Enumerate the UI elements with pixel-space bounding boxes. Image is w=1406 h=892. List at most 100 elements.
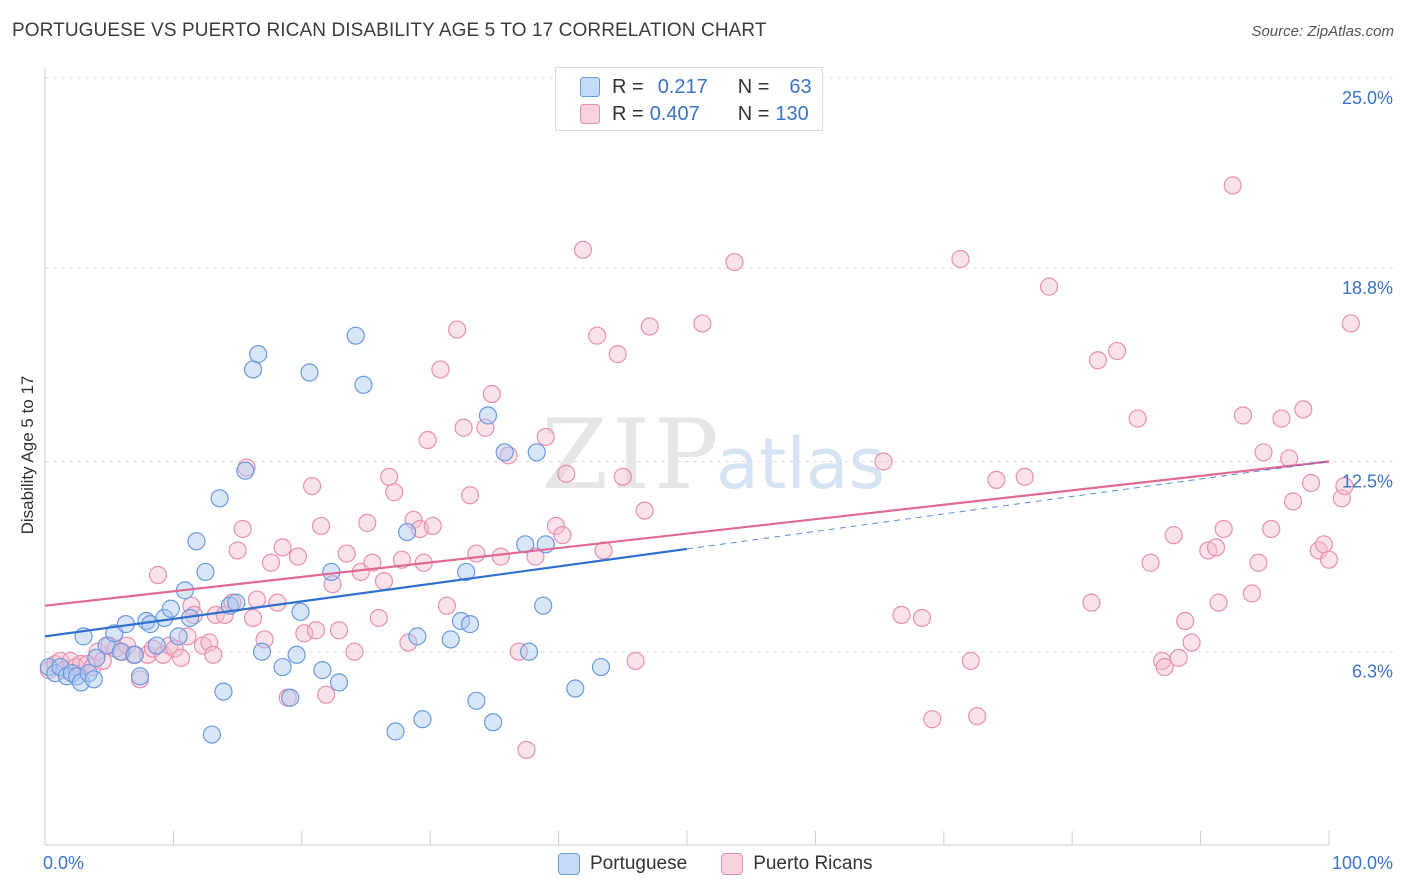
data-point-puerto-ricans	[1341, 314, 1360, 333]
data-point-puerto-ricans	[1108, 341, 1127, 361]
data-point-puerto-ricans	[588, 326, 607, 345]
legend-swatch-pink	[721, 853, 744, 875]
data-point-portuguese	[313, 661, 332, 680]
stats-legend-row-portuguese: R = 0.217 N = 63	[580, 76, 812, 98]
data-point-portuguese	[202, 725, 222, 744]
data-point-portuguese	[484, 713, 503, 732]
data-point-puerto-ricans	[380, 467, 399, 486]
data-point-puerto-ricans	[1283, 492, 1303, 511]
data-point-puerto-ricans	[1182, 633, 1201, 652]
data-point-portuguese	[397, 522, 417, 542]
legend-swatch-pink	[580, 104, 600, 124]
n-label: N =	[737, 102, 770, 125]
data-point-puerto-ricans	[613, 467, 632, 486]
data-point-portuguese	[591, 657, 611, 677]
y-axis-label: Disability Age 5 to 17	[18, 375, 37, 535]
data-point-puerto-ricans	[431, 360, 450, 379]
n-value: 130	[775, 102, 809, 125]
data-point-puerto-ricans	[553, 526, 572, 545]
data-point-puerto-ricans	[399, 633, 418, 652]
data-point-portuguese	[236, 461, 255, 480]
data-point-puerto-ricans	[987, 470, 1006, 490]
x-tick-label: 100.0%	[1332, 853, 1393, 873]
data-point-puerto-ricans	[392, 550, 412, 569]
tick-labels: 6.3% 12.5% 18.8% 25.0% 0.0% 100.0%	[43, 88, 1393, 873]
data-point-portuguese	[386, 722, 405, 741]
y-tick-label: 25.0%	[1342, 88, 1393, 108]
data-point-puerto-ricans	[1214, 519, 1233, 539]
data-point-portuguese	[354, 375, 373, 394]
data-point-portuguese	[111, 642, 130, 661]
series-puerto-ricans-points	[39, 176, 1360, 759]
data-point-portuguese	[281, 688, 300, 707]
data-point-puerto-ricans	[1015, 467, 1034, 486]
data-point-puerto-ricans	[608, 345, 627, 364]
data-point-puerto-ricans	[951, 249, 970, 269]
legend-label: Portuguese	[590, 853, 688, 874]
data-point-portuguese	[161, 599, 180, 618]
data-point-puerto-ricans	[233, 519, 252, 539]
y-tick-label: 18.8%	[1342, 278, 1393, 298]
legend-item-puerto-ricans[interactable]: Puerto Ricans	[721, 853, 873, 875]
stats-legend-row-puerto-ricans: R = 0.407 N = 130	[580, 103, 809, 125]
data-point-puerto-ricans	[725, 252, 744, 272]
data-point-puerto-ricans	[1223, 176, 1242, 195]
data-point-puerto-ricans	[1335, 476, 1354, 496]
data-point-portuguese	[130, 667, 150, 686]
data-point-puerto-ricans	[358, 513, 377, 532]
data-point-portuguese	[87, 648, 106, 667]
data-point-puerto-ricans	[968, 707, 987, 726]
data-point-puerto-ricans	[1128, 409, 1147, 428]
data-point-puerto-ricans	[1155, 657, 1174, 677]
data-point-puerto-ricans	[345, 642, 364, 661]
data-point-portuguese	[51, 657, 70, 677]
data-point-puerto-ricans	[317, 685, 336, 704]
data-point-puerto-ricans	[228, 541, 247, 560]
data-point-puerto-ricans	[1039, 277, 1059, 296]
data-point-puerto-ricans	[247, 590, 266, 609]
r-label: R =	[612, 102, 644, 125]
source-label: Source: ZipAtlas.com	[1251, 23, 1394, 40]
data-point-puerto-ricans	[204, 645, 223, 664]
data-point-portuguese	[478, 406, 498, 425]
trend-lines	[44, 460, 1330, 638]
data-point-puerto-ricans	[1301, 473, 1321, 493]
data-point-puerto-ricans	[369, 608, 388, 628]
y-tick-label: 12.5%	[1342, 472, 1393, 492]
data-point-puerto-ricans	[337, 544, 356, 563]
data-point-puerto-ricans	[374, 572, 394, 591]
legend-swatch-blue	[580, 77, 600, 97]
data-point-puerto-ricans	[1314, 535, 1333, 554]
data-point-puerto-ricans	[626, 651, 645, 671]
legend-item-portuguese[interactable]: Portuguese	[558, 853, 687, 875]
data-point-portuguese	[273, 657, 292, 677]
data-point-puerto-ricans	[517, 740, 536, 759]
data-point-puerto-ricans	[509, 642, 528, 661]
n-value: 63	[789, 75, 812, 98]
data-point-puerto-ricans	[467, 544, 486, 563]
data-point-puerto-ricans	[1082, 593, 1101, 612]
r-value: 0.407	[649, 102, 700, 125]
data-point-puerto-ricans	[573, 240, 593, 259]
data-point-portuguese	[300, 363, 319, 382]
data-point-puerto-ricans	[385, 483, 404, 502]
trend-line-puerto-ricans	[44, 460, 1330, 607]
data-point-portuguese	[413, 710, 432, 729]
data-point-portuguese	[408, 627, 427, 646]
data-point-puerto-ricans	[482, 384, 501, 404]
data-point-puerto-ricans	[148, 565, 168, 585]
data-point-puerto-ricans	[1319, 550, 1339, 569]
data-point-portuguese	[147, 636, 166, 655]
series-legend: Portuguese Puerto Ricans	[558, 852, 907, 876]
data-point-puerto-ricans	[526, 547, 545, 566]
data-point-puerto-ricans	[268, 593, 287, 612]
data-point-puerto-ricans	[912, 608, 932, 628]
data-point-portuguese	[249, 345, 268, 364]
data-point-puerto-ricans	[311, 516, 331, 536]
data-point-portuguese	[329, 673, 349, 692]
data-point-portuguese	[441, 630, 460, 649]
data-point-puerto-ricans	[454, 418, 473, 437]
data-point-puerto-ricans	[1294, 400, 1313, 419]
data-point-puerto-ricans	[273, 538, 292, 557]
